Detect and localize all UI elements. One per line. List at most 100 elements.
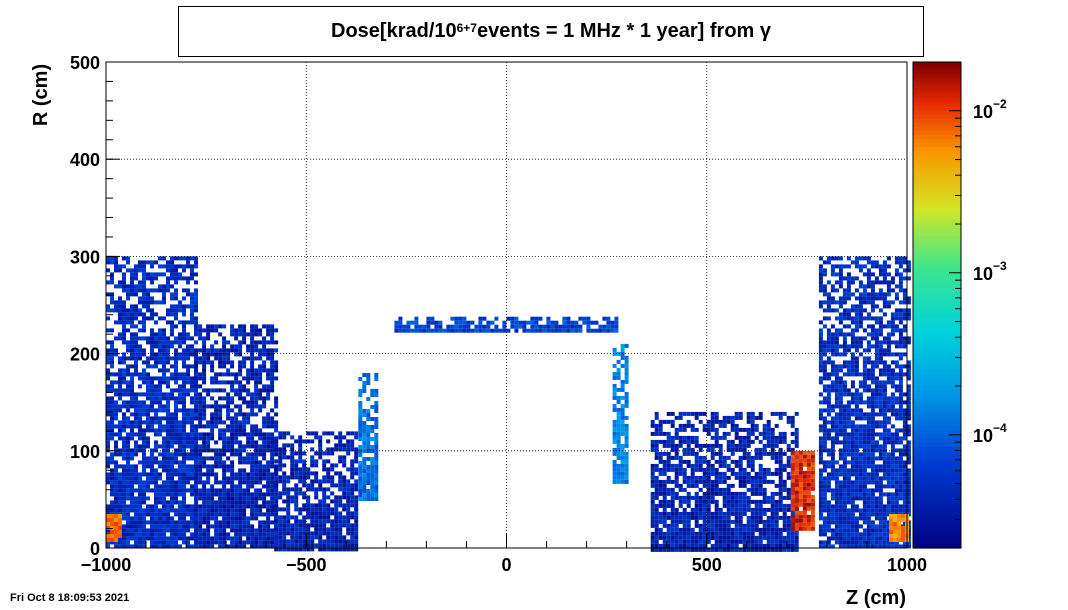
region-right-spike (612, 343, 629, 484)
region-left-inner (274, 431, 359, 552)
colorbar-segment (913, 337, 961, 343)
colorbar-segment (913, 377, 961, 383)
axes: −1000 −500 0 500 1000 0 100 200 300 400 500 (70, 53, 927, 575)
colorbar-segment (913, 373, 961, 379)
colorbar-segment (913, 325, 961, 330)
colorbar-segment (913, 511, 961, 517)
colorbar-segment (913, 187, 961, 193)
colorbar-segment (913, 333, 961, 338)
colorbar-segment (913, 471, 961, 476)
colorbar-segment (913, 438, 961, 444)
colorbar-segment (913, 134, 961, 140)
region-left-endcap-cloud (106, 256, 198, 549)
colorbar-segment (913, 138, 961, 144)
colorbar-segment (913, 321, 961, 326)
colorbar-segment (913, 78, 961, 83)
colorbar-segment (913, 499, 961, 505)
colorbar-segment (913, 82, 961, 87)
y-tick-label: 500 (70, 53, 100, 73)
colorbar-segment (913, 179, 961, 185)
colorbar-segment (913, 329, 961, 334)
colorbar-segment (913, 74, 961, 79)
colorbar-segment (913, 418, 961, 424)
grid-lines (106, 62, 907, 548)
colorbar-segment (913, 361, 961, 367)
colorbar-segment (913, 143, 961, 148)
colorbar-segment (913, 175, 961, 181)
colorbar-segment (913, 248, 961, 253)
colorbar-segment (913, 450, 961, 456)
colorbar-segment (913, 426, 961, 432)
colorbar-segment (913, 228, 961, 233)
colorbar-segment (913, 300, 961, 306)
colorbar-segment (913, 260, 961, 266)
colorbar-segment (913, 296, 961, 302)
y-tick-label: 0 (90, 539, 100, 559)
title-sup: 6+7 (456, 20, 477, 35)
y-tick-label: 400 (70, 150, 100, 170)
colorbar: 10−2 10−3 10−4 (912, 61, 1007, 549)
colorbar-segment (913, 211, 961, 217)
colorbar-segment (913, 523, 961, 529)
colorbar-segment (913, 276, 961, 282)
colorbar-segment (913, 126, 961, 132)
colorbar-segment (913, 531, 961, 537)
colorbar-segment (913, 256, 961, 262)
colorbar-segment (913, 309, 961, 314)
colorbar-segment (913, 353, 961, 359)
colorbar-segment (913, 106, 961, 112)
colorbar-segment (913, 130, 961, 136)
colorbar-segment (913, 535, 961, 541)
colorbar-segment (913, 147, 961, 152)
region-right-inner (650, 411, 799, 552)
x-tick-label: 500 (692, 555, 722, 575)
colorbar-tick-label: 10−4 (973, 421, 1007, 446)
colorbar-segment (913, 98, 961, 104)
title-pre: Dose[krad/10 (331, 20, 457, 42)
colorbar-segment (913, 284, 961, 290)
x-tick-label: −1000 (81, 555, 132, 575)
colorbar-segment (913, 345, 961, 351)
region-right-hotspot (790, 450, 815, 531)
colorbar-segment (913, 495, 961, 500)
colorbar-segment (913, 264, 961, 270)
colorbar-segment (913, 199, 961, 205)
colorbar-segment (913, 365, 961, 371)
x-tick-label: 0 (501, 555, 511, 575)
colorbar-segment (913, 167, 961, 172)
heatmap-cells (106, 256, 911, 552)
colorbar-segment (913, 232, 961, 237)
colorbar-segment (913, 467, 961, 472)
colorbar-segment (913, 191, 961, 197)
x-tick-label: −500 (286, 555, 327, 575)
colorbar-segment (913, 519, 961, 525)
colorbar-segment (913, 349, 961, 355)
colorbar-segment (913, 394, 961, 399)
colorbar-segment (913, 317, 961, 322)
colorbar-tick-label: 10−2 (973, 97, 1007, 122)
colorbar-tick-exponent: −4 (993, 421, 1007, 435)
colorbar-segment (913, 483, 961, 488)
colorbar-tick-label: 10−3 (973, 259, 1007, 284)
colorbar-segment (913, 475, 961, 480)
region-left-spike (358, 373, 379, 501)
region-barrel-shell (394, 316, 619, 333)
colorbar-segment (913, 305, 961, 310)
colorbar-segment (913, 90, 961, 95)
footer-timestamp: Fri Oct 8 18:09:53 2021 (10, 592, 130, 604)
colorbar-segment (913, 313, 961, 318)
colorbar-segment (913, 171, 961, 176)
y-tick-label: 100 (70, 442, 100, 462)
colorbar-segment (913, 224, 961, 229)
colorbar-segment (913, 406, 961, 411)
chart-title: Dose[krad/10 6+7 events = 1 MHz * 1 year]… (178, 6, 924, 57)
colorbar-tick-exponent: −3 (993, 259, 1007, 273)
title-post: events = 1 MHz * 1 year] from γ (476, 20, 771, 42)
colorbar-segment (913, 414, 961, 419)
x-axis-label: Z (cm) (846, 587, 906, 609)
colorbar-segment (913, 446, 961, 452)
colorbar-segment (913, 215, 961, 221)
colorbar-segment (913, 454, 961, 460)
colorbar-segment (913, 491, 961, 496)
